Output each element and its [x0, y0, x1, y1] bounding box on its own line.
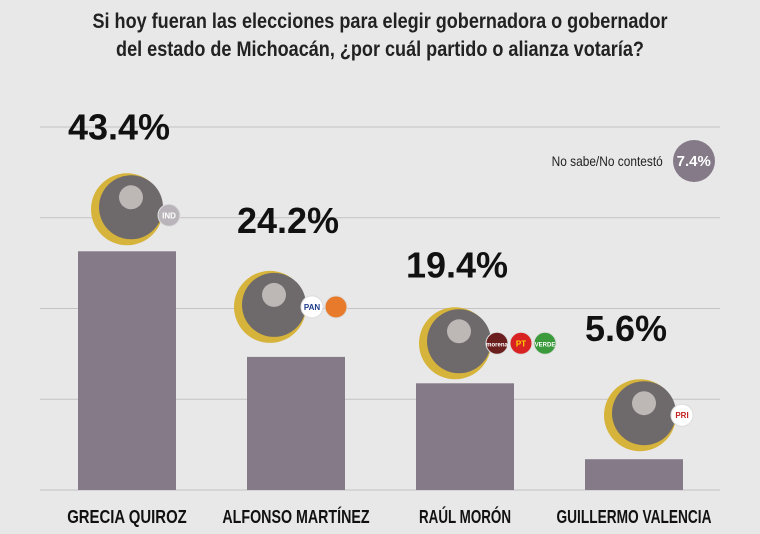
data-label: 19.4% — [406, 244, 508, 285]
category-label: RAÚL MORÓN — [419, 506, 511, 527]
candidate-face — [119, 185, 143, 210]
party-logo-text: morena — [486, 342, 508, 348]
no-answer-label: No sabe/No contestó — [551, 153, 663, 169]
party-logo-mc — [324, 295, 348, 319]
party-logo-text: PRI — [675, 411, 688, 420]
party-logo-verde — [533, 331, 557, 355]
candidate-face — [632, 391, 656, 416]
category-label: ALFONSO MARTÍNEZ — [222, 506, 369, 527]
title-line-2: del estado de Michoacán, ¿por cuál parti… — [116, 38, 644, 61]
party-logo-pan — [300, 295, 324, 319]
no-answer-indicator: No sabe/No contestó 7.4% — [532, 140, 715, 182]
category-label: GRECIA QUIROZ — [67, 507, 187, 527]
party-logo-text: VERDE — [535, 342, 556, 348]
title-line-1: Si hoy fueran las elecciones para elegir… — [92, 10, 668, 33]
party-logo-morena — [485, 331, 509, 355]
candidate-face — [262, 282, 286, 307]
bar — [78, 251, 176, 490]
bar — [416, 383, 514, 490]
data-label: 5.6% — [585, 308, 667, 349]
party-logo-pri — [670, 403, 694, 427]
no-answer-badge: 7.4% — [672, 140, 715, 182]
party-logo-ind — [157, 203, 181, 227]
party-logo-text: PT — [516, 339, 526, 348]
party-logo-pt — [509, 331, 533, 355]
chart-title: Si hoy fueran las elecciones para elegir… — [53, 8, 707, 64]
bar — [585, 459, 683, 490]
party-logo-text: PAN — [304, 303, 321, 312]
party-logo-text: IND — [162, 211, 176, 220]
candidate-face — [447, 319, 471, 344]
category-label: GUILLERMO VALENCIA — [557, 507, 712, 527]
data-label: 24.2% — [237, 200, 339, 241]
bar — [247, 356, 345, 490]
data-label: 43.4% — [68, 106, 170, 147]
